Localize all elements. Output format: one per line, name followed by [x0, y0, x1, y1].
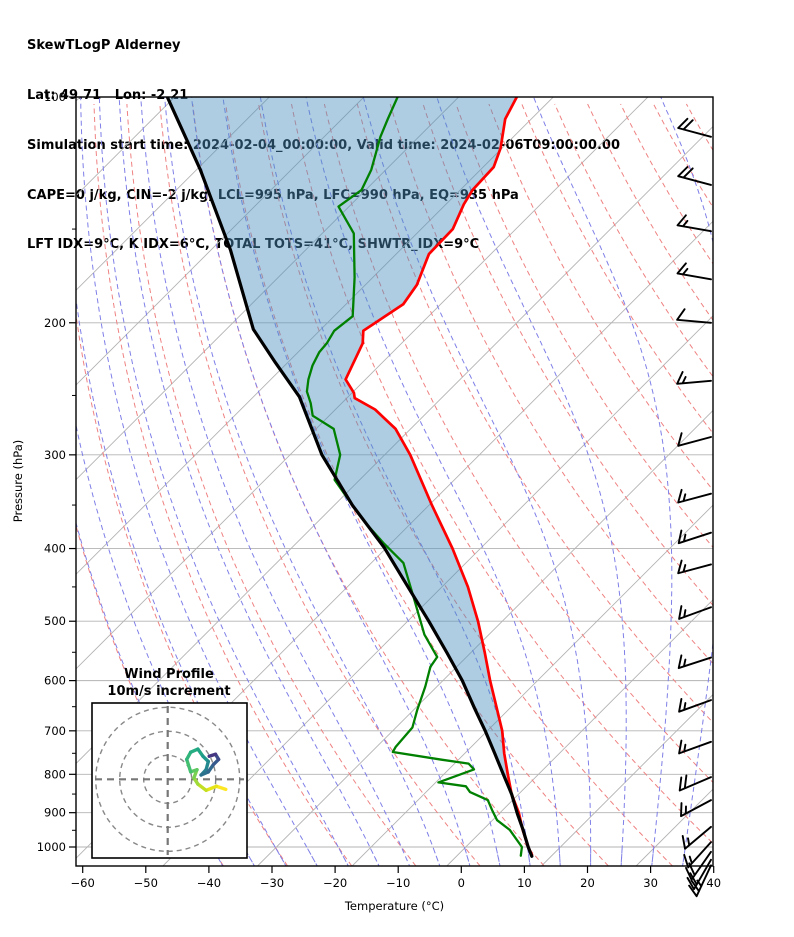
svg-text:1000: 1000: [37, 840, 66, 854]
svg-text:0: 0: [458, 876, 465, 890]
header: SkewTLogP Alderney Lat: 49.71 Lon: -2.21…: [27, 5, 620, 287]
svg-text:−20: −20: [323, 876, 347, 890]
header-indices-line: LFT IDX=9°C, K IDX=6°C, TOTAL TOTS=41°C,…: [27, 237, 480, 253]
wind-barb: [677, 432, 712, 447]
svg-text:600: 600: [44, 674, 66, 688]
parcel-curve: [165, 97, 534, 858]
hodograph-trace-segment: [204, 784, 219, 792]
x-axis-label: Temperature (°C): [344, 899, 444, 913]
wind-barb: [676, 308, 712, 324]
header-latlon: Lat: 49.71 Lon: -2.21: [27, 87, 189, 103]
plot-border: [75, 96, 714, 867]
y-axis-label: Pressure (hPa): [11, 440, 25, 523]
wind-barb: [688, 864, 712, 898]
wind-barb: [680, 799, 712, 818]
temperature-curve: [344, 97, 534, 857]
svg-text:800: 800: [44, 767, 66, 781]
hodograph-inset: Wind Profile 10m/s increment: [91, 667, 248, 859]
wind-barb: [678, 697, 712, 713]
wind-barb: [686, 858, 712, 891]
wind-barb: [676, 262, 712, 281]
wind-barb: [678, 739, 712, 755]
svg-text:300: 300: [44, 448, 66, 462]
wind-barb: [681, 825, 712, 850]
svg-text:−40: −40: [197, 876, 221, 890]
x-axis: −60 −50 −40 −30 −20 −10 0 10 20 30 40 Temperature (…: [71, 866, 721, 913]
svg-text:100: 100: [44, 90, 66, 104]
header-title: SkewTLogP Alderney: [27, 38, 181, 54]
header-cape-line: CAPE=0 j/kg, CIN=-2 j/kg, LCL=995 hPa, L…: [27, 187, 519, 203]
wind-barb: [678, 774, 712, 792]
wind-barb: [685, 850, 712, 881]
hodograph-title: Wind Profile: [124, 667, 214, 682]
wind-barb: [677, 488, 712, 504]
svg-text:900: 900: [44, 806, 66, 820]
wind-barb: [676, 371, 712, 385]
wind-barb: [677, 117, 712, 138]
cin-shading: [167, 97, 533, 857]
svg-text:−10: −10: [386, 876, 410, 890]
svg-text:400: 400: [44, 542, 66, 556]
svg-text:700: 700: [44, 724, 66, 738]
svg-text:200: 200: [44, 316, 66, 330]
wind-barb: [677, 654, 712, 670]
svg-text:500: 500: [44, 614, 66, 628]
svg-text:20: 20: [580, 876, 595, 890]
svg-text:−50: −50: [134, 876, 158, 890]
svg-text:10: 10: [517, 876, 532, 890]
hodograph-trace-segment: [196, 782, 208, 792]
wind-barbs: [676, 117, 712, 898]
wind-barb: [677, 166, 712, 186]
hodograph-trace-segment: [207, 752, 218, 758]
hodograph-subtitle: 10m/s increment: [107, 684, 230, 699]
wind-barb: [683, 841, 712, 869]
wind-barb: [678, 605, 712, 620]
svg-text:40: 40: [706, 876, 721, 890]
y-axis: 100 200 300 400 500 600 700 800 900 1000 Pressure …: [11, 90, 76, 854]
svg-text:−30: −30: [260, 876, 284, 890]
svg-text:−60: −60: [71, 876, 95, 890]
hodograph-trace-segment: [184, 757, 193, 774]
wind-barb: [677, 529, 712, 545]
wind-barb: [676, 214, 712, 233]
wind-barb: [677, 559, 712, 575]
hodograph-box: [91, 702, 248, 859]
svg-text:30: 30: [643, 876, 658, 890]
